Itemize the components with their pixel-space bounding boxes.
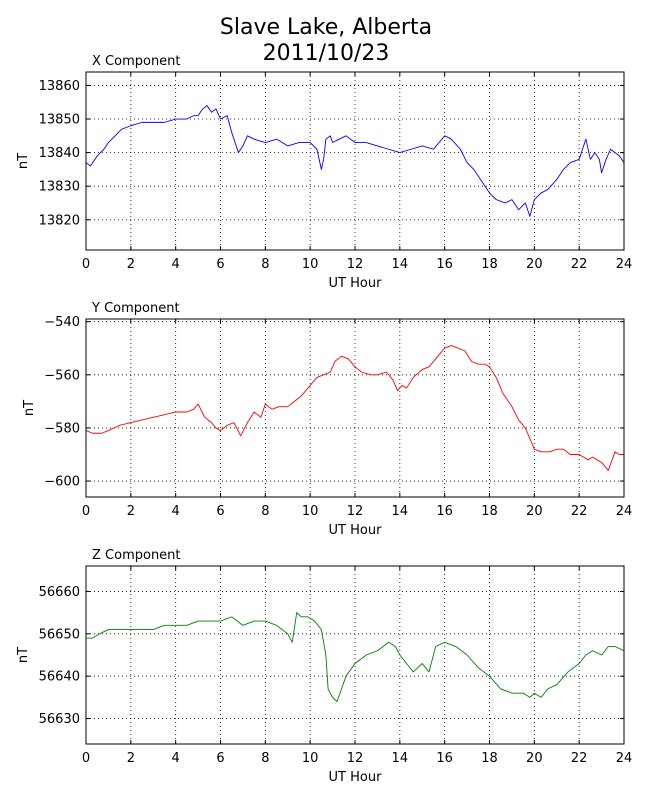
- x-tick-label-y-1: 2: [127, 504, 135, 519]
- panel-title-y: Y Component: [91, 301, 180, 316]
- x-tick-label-y-4: 8: [261, 504, 269, 519]
- x-tick-label-x-1: 2: [127, 257, 135, 272]
- x-tick-label-z-8: 16: [436, 751, 453, 766]
- x-tick-label-x-0: 0: [82, 257, 90, 272]
- x-tick-label-z-2: 4: [172, 751, 180, 766]
- x-tick-label-x-5: 10: [302, 257, 319, 272]
- x-tick-label-z-6: 12: [347, 751, 364, 766]
- y-tick-label-x-0: 13820: [39, 213, 80, 228]
- y-tick-label-z-0: 56630: [39, 712, 80, 727]
- y-tick-label-y-2: −560: [44, 368, 80, 383]
- series-line-y-component: [85, 345, 624, 471]
- y-axis-label-y: nT: [22, 400, 37, 416]
- x-tick-label-z-0: 0: [82, 751, 90, 766]
- y-tick-label-x-4: 13860: [39, 79, 80, 94]
- panel-x-component: 0 2 4 6 8 10 12 14 16 18 20 22 241382013830138401385…: [16, 54, 632, 291]
- x-tick-label-z-3: 6: [216, 751, 224, 766]
- x-tick-label-z-12: 24: [616, 751, 633, 766]
- x-tick-label-x-8: 16: [436, 257, 453, 272]
- x-tick-label-x-2: 4: [172, 257, 180, 272]
- y-axis-label-z: nT: [16, 647, 31, 663]
- x-tick-label-y-12: 24: [616, 504, 633, 519]
- y-tick-label-z-3: 56660: [39, 585, 80, 600]
- x-axis-label-z: UT Hour: [329, 770, 383, 785]
- x-tick-label-z-7: 14: [392, 751, 409, 766]
- x-tick-label-y-9: 18: [481, 504, 498, 519]
- x-tick-label-z-10: 20: [526, 751, 543, 766]
- series-line-x-component: [85, 105, 625, 217]
- y-tick-label-y-3: −540: [44, 315, 80, 330]
- x-tick-label-y-0: 0: [82, 504, 90, 519]
- x-tick-label-x-11: 22: [571, 257, 588, 272]
- y-tick-label-z-2: 56650: [39, 627, 80, 642]
- panel-z-component: 0 2 4 6 8 10 12 14 16 18 20 22 245663056640566505666…: [16, 548, 632, 785]
- y-tick-label-z-1: 56640: [39, 670, 80, 685]
- x-tick-label-x-4: 8: [261, 257, 269, 272]
- x-axis-label-y: UT Hour: [329, 523, 383, 538]
- y-tick-label-x-3: 13850: [39, 113, 80, 128]
- x-tick-label-x-9: 18: [481, 257, 498, 272]
- figure-title-location: Slave Lake, Alberta: [220, 15, 432, 40]
- y-axis-label-x: nT: [16, 153, 31, 169]
- x-tick-label-y-10: 20: [526, 504, 543, 519]
- x-tick-label-z-9: 18: [481, 751, 498, 766]
- y-tick-label-y-0: −600: [44, 475, 80, 490]
- x-tick-label-y-11: 22: [571, 504, 588, 519]
- series-line-z-component: [86, 612, 625, 703]
- x-tick-label-z-1: 2: [127, 751, 135, 766]
- x-tick-label-x-10: 20: [526, 257, 543, 272]
- x-axis-label-x: UT Hour: [329, 276, 383, 291]
- x-tick-label-y-2: 4: [172, 504, 180, 519]
- x-tick-label-x-3: 6: [216, 257, 224, 272]
- figure-title-date: 2011/10/23: [263, 41, 390, 66]
- x-tick-label-y-6: 12: [347, 504, 364, 519]
- x-tick-label-y-8: 16: [436, 504, 453, 519]
- x-tick-label-x-6: 12: [347, 257, 364, 272]
- x-tick-label-z-5: 10: [302, 751, 319, 766]
- y-tick-label-x-1: 13830: [39, 180, 80, 195]
- panel-title-z: Z Component: [92, 548, 181, 563]
- panel-title-x: X Component: [92, 54, 181, 69]
- x-tick-label-y-5: 10: [302, 504, 319, 519]
- x-tick-label-z-4: 8: [261, 751, 269, 766]
- x-tick-label-y-3: 6: [216, 504, 224, 519]
- x-tick-label-x-7: 14: [392, 257, 409, 272]
- y-tick-label-y-1: −580: [44, 421, 80, 436]
- x-tick-label-z-11: 22: [571, 751, 588, 766]
- y-tick-label-x-2: 13840: [39, 146, 80, 161]
- x-tick-label-y-7: 14: [392, 504, 409, 519]
- x-tick-label-x-12: 24: [616, 257, 633, 272]
